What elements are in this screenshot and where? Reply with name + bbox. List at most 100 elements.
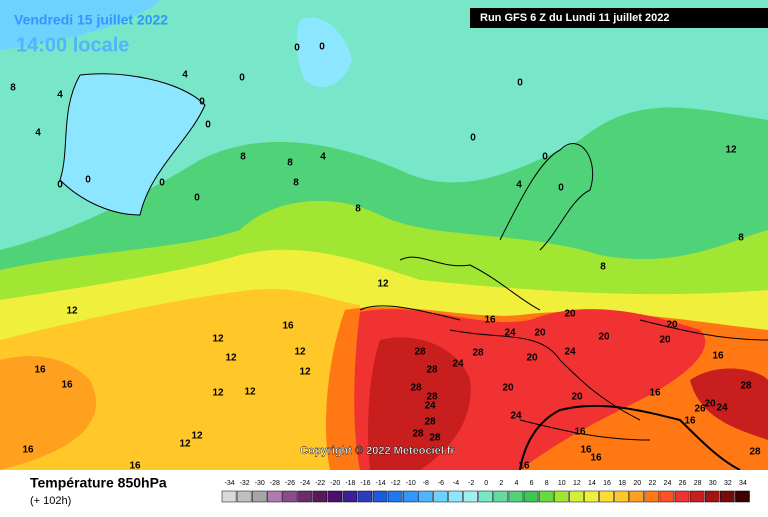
contour-label: 4 bbox=[320, 152, 326, 163]
legend-swatch bbox=[372, 490, 388, 503]
contour-label: 16 bbox=[61, 380, 73, 391]
contour-label: 20 bbox=[526, 353, 538, 364]
contour-line bbox=[519, 404, 741, 471]
contour-label: 28 bbox=[429, 433, 441, 444]
contour-label: 8 bbox=[738, 233, 744, 244]
legend-tick-label: -8 bbox=[423, 480, 429, 487]
legend-swatch bbox=[463, 490, 478, 503]
legend-tick-label: -16 bbox=[360, 480, 370, 487]
legend-tick-label: 26 bbox=[679, 480, 687, 487]
legend-tick-label: -20 bbox=[330, 480, 340, 487]
contour-label: 8 bbox=[287, 158, 293, 169]
contour-label: 12 bbox=[212, 334, 224, 345]
coastline bbox=[59, 73, 206, 216]
contour-label: 24 bbox=[424, 401, 436, 412]
legend-tick-label: -30 bbox=[255, 480, 265, 487]
legend-tick-label: -22 bbox=[315, 480, 325, 487]
forecast-date: Vendredi 15 juillet 2022 bbox=[14, 12, 168, 28]
legend-tick-label: 12 bbox=[573, 480, 581, 487]
contour-label: 20 bbox=[502, 383, 514, 394]
cold-corner bbox=[0, 0, 160, 50]
contour-label: 28 bbox=[740, 381, 752, 392]
legend-swatch bbox=[735, 490, 750, 503]
contour-label: 16 bbox=[129, 461, 141, 472]
coastline bbox=[359, 143, 768, 441]
legend-tick-label: -28 bbox=[270, 480, 280, 487]
legend-tick-label: -4 bbox=[453, 480, 459, 487]
legend-swatch bbox=[327, 490, 343, 503]
legend-swatch bbox=[569, 490, 584, 503]
contour-label: 20 bbox=[704, 399, 716, 410]
contour-label: 4 bbox=[57, 90, 63, 101]
contour-label: 16 bbox=[712, 351, 724, 362]
contour-label: 12 bbox=[725, 145, 737, 156]
contour-label: 20 bbox=[666, 320, 678, 331]
contour-label: 12 bbox=[225, 353, 237, 364]
legend-tick-label: -10 bbox=[406, 480, 416, 487]
run-info: Run GFS 6 Z du Lundi 11 juillet 2022 bbox=[480, 12, 669, 24]
contour-label: 16 bbox=[684, 416, 696, 427]
contour-label: 26 bbox=[694, 404, 706, 415]
contour-label: 24 bbox=[510, 411, 522, 422]
legend-swatch bbox=[267, 490, 282, 503]
legend-swatch bbox=[221, 490, 237, 503]
legend-swatch bbox=[629, 490, 645, 503]
contour-label: 28 bbox=[412, 429, 424, 440]
contour-label: 12 bbox=[377, 279, 389, 290]
contour-label: 16 bbox=[590, 453, 602, 464]
contour-label: 20 bbox=[598, 332, 610, 343]
legend-tick-label: -34 bbox=[224, 480, 234, 487]
contour-label: 8 bbox=[293, 178, 299, 189]
hot-region bbox=[0, 288, 360, 470]
legend-tick-label: 14 bbox=[588, 480, 596, 487]
legend-tick-label: 28 bbox=[694, 480, 702, 487]
legend-swatch bbox=[720, 490, 735, 503]
contour-label: 12 bbox=[66, 306, 78, 317]
hot-region-2 bbox=[0, 356, 96, 470]
legend-tick-label: 34 bbox=[739, 480, 747, 487]
contour-label: 28 bbox=[414, 347, 426, 358]
legend-swatch bbox=[614, 490, 629, 503]
run-box bbox=[470, 8, 768, 28]
legend-tick-label: 16 bbox=[603, 480, 611, 487]
cold-greenland bbox=[60, 73, 205, 215]
contour-label: 0 bbox=[558, 183, 564, 194]
legend-tick-label: -14 bbox=[375, 480, 385, 487]
heat-core-3 bbox=[690, 368, 768, 440]
legend-tick-label: 0 bbox=[484, 480, 488, 487]
heat-core-2 bbox=[368, 337, 471, 470]
footer-title: Température 850hPa bbox=[30, 475, 167, 491]
contour-label: 28 bbox=[426, 365, 438, 376]
cool-region bbox=[0, 0, 768, 250]
legend-tick-label: -32 bbox=[240, 480, 250, 487]
contour-label: 0 bbox=[239, 73, 245, 84]
legend-swatch bbox=[584, 490, 599, 503]
legend-swatch bbox=[689, 490, 705, 503]
legend-swatch bbox=[312, 490, 327, 503]
legend-tick-label: 32 bbox=[724, 480, 732, 487]
contour-label: 24 bbox=[564, 347, 576, 358]
legend-tick-label: 22 bbox=[648, 480, 656, 487]
contour-label: 16 bbox=[649, 388, 661, 399]
contour-label: 0 bbox=[294, 43, 300, 54]
legend-swatch bbox=[297, 490, 312, 503]
contour-label: 16 bbox=[518, 461, 530, 472]
legend-tick-label: 8 bbox=[545, 480, 549, 487]
contour-label: 16 bbox=[22, 445, 34, 456]
legend-swatch bbox=[478, 490, 494, 503]
legend-swatch bbox=[251, 490, 267, 503]
contour-label: 28 bbox=[424, 417, 436, 428]
contour-label: 8 bbox=[240, 152, 246, 163]
legend-swatch bbox=[644, 490, 660, 503]
contour-label: 12 bbox=[191, 431, 203, 442]
contour-label: 0 bbox=[205, 120, 211, 131]
legend-swatch bbox=[538, 490, 554, 503]
contour-label: 8 bbox=[600, 262, 606, 273]
contour-label: 28 bbox=[472, 348, 484, 359]
legend-swatch bbox=[387, 490, 403, 503]
contour-label: 0 bbox=[542, 152, 548, 163]
contour-label: 16 bbox=[34, 365, 46, 376]
legend-tick-label: -6 bbox=[438, 480, 444, 487]
legend-swatch bbox=[599, 490, 614, 503]
